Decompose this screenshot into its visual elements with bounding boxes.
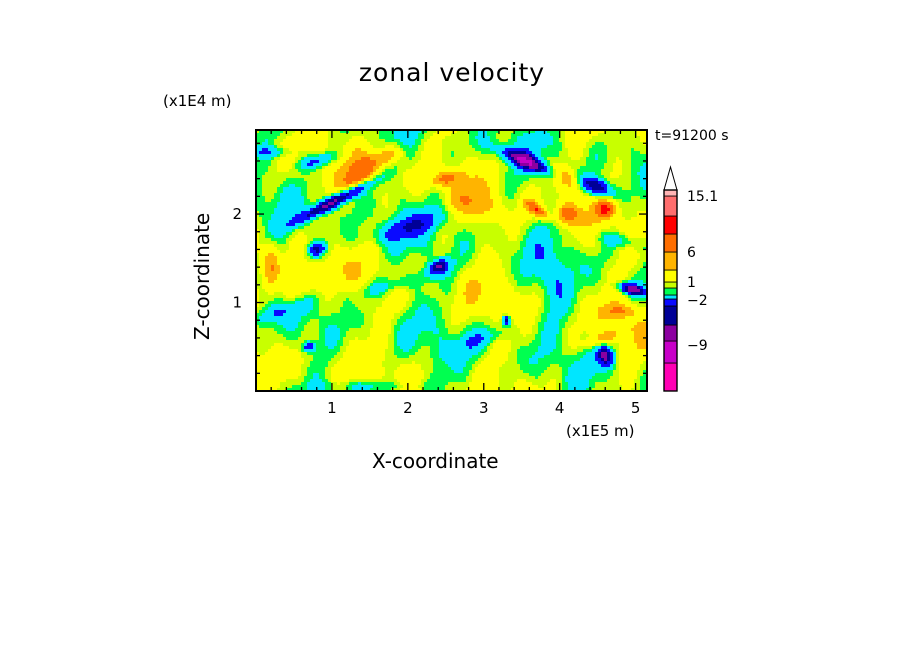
colorbar-swatch [663, 340, 678, 364]
contour-region [535, 205, 610, 214]
time-label: t=91200 s [655, 128, 729, 144]
colorbar-swatch [663, 324, 678, 342]
colorbar-swatch [663, 287, 678, 296]
y-tick-label: 2 [232, 205, 242, 223]
colorbar-swatch [663, 189, 678, 197]
colorbar-extension [663, 165, 678, 191]
x-tick-label: 3 [479, 399, 489, 417]
colorbar-label: −2 [687, 293, 708, 309]
colorbar-swatch [663, 305, 678, 326]
contour-region [265, 148, 647, 349]
colorbar-swatch [663, 294, 678, 300]
colorbar-swatch [663, 215, 678, 235]
y-unit-label: (x1E4 m) [163, 92, 232, 110]
colorbar-swatch [663, 298, 678, 307]
plot-frame [255, 129, 648, 392]
contour-region [256, 130, 647, 391]
chart-title: zonal velocity [358, 58, 546, 87]
x-tick-label: 5 [631, 399, 641, 417]
contour-region [256, 130, 647, 391]
x-tick-label: 4 [555, 399, 565, 417]
x-tick-label: 2 [403, 399, 413, 417]
x-tick-label: 1 [327, 399, 337, 417]
y-axis-ticks: 12 [232, 142, 647, 374]
colorbar-swatch [663, 269, 678, 283]
x-axis-ticks: 1 2 3 4 5 [270, 130, 641, 417]
colorbar-label: 6 [687, 245, 696, 261]
contour-region [256, 130, 647, 391]
contour-region [256, 130, 647, 391]
colorbar-label: −9 [687, 338, 708, 354]
colorbar-label: 15.1 [687, 189, 718, 205]
colorbar-label: 1 [687, 275, 696, 291]
colorbar: 15.1 6 1 −2 −9 [663, 165, 718, 392]
colorbar-frame [663, 189, 678, 392]
x-axis-label: X-coordinate [372, 449, 499, 473]
colorbar-swatch [663, 362, 678, 392]
colorbar-swatch [663, 233, 678, 253]
contour-field [256, 130, 647, 391]
x-unit-label: (x1E5 m) [566, 422, 635, 440]
colorbar-swatch [663, 281, 678, 289]
y-tick-label: 1 [232, 294, 242, 312]
contour-region [517, 157, 532, 166]
colorbar-swatch [663, 195, 678, 217]
colorbar-swatch [663, 251, 678, 271]
